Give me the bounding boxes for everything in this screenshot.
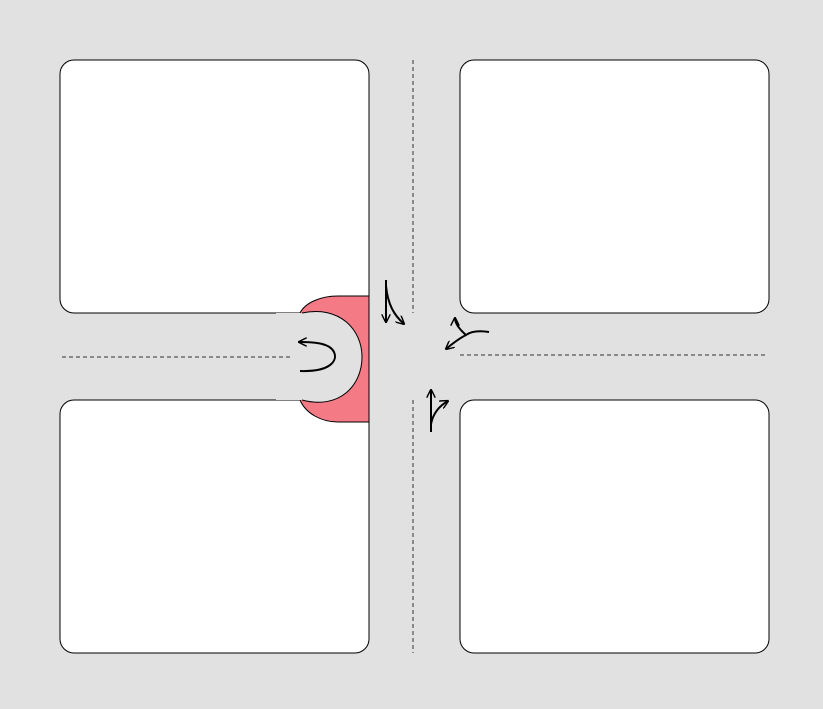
u-turn-arrow-icon bbox=[299, 342, 336, 373]
turnaround-edge bbox=[301, 311, 363, 403]
turnaround-pavement bbox=[276, 311, 362, 403]
straight-right-arrow-icon bbox=[431, 390, 448, 432]
block-top-left bbox=[59, 59, 370, 314]
straight-left-arrow-icon bbox=[386, 280, 404, 324]
split-arrow-icon bbox=[446, 318, 490, 349]
block-bottom-left bbox=[59, 399, 370, 654]
block-top-right bbox=[459, 59, 770, 314]
block-bottom-right bbox=[459, 399, 770, 654]
